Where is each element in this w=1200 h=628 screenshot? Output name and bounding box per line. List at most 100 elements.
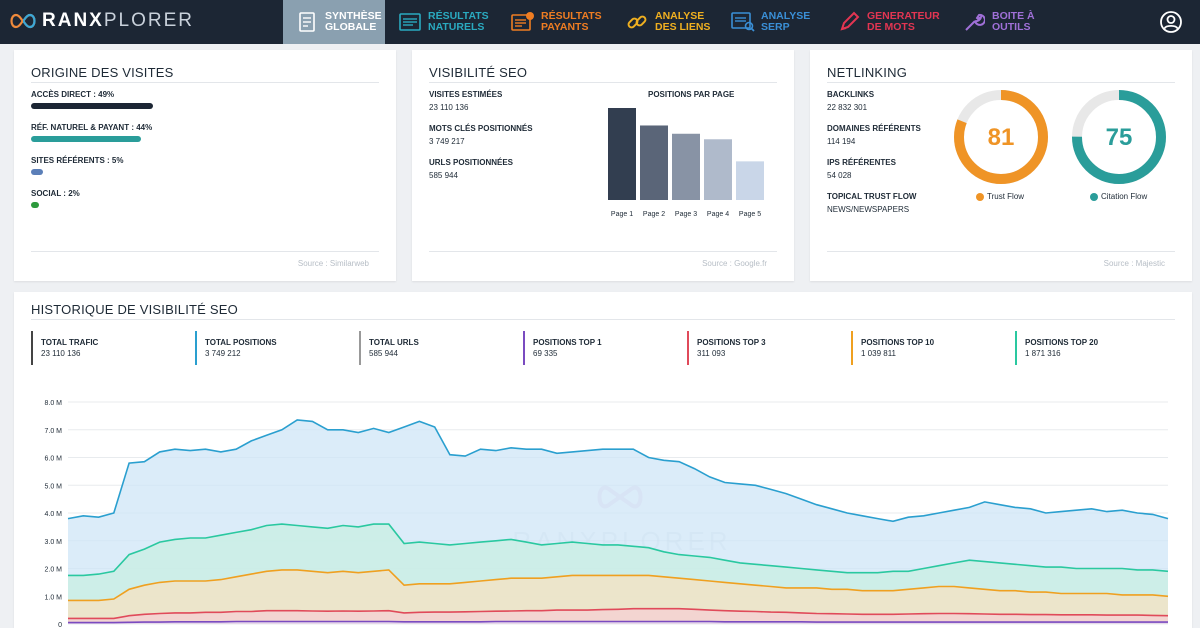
y-tick-label: 7.0 M	[44, 428, 62, 435]
stat-label: TOTAL POSITIONS	[205, 338, 277, 347]
origine-list: ACCÈS DIRECT : 49% RÉF. NATUREL & PAYANT…	[31, 90, 231, 222]
nav-label: RÉSULTATS NATURELS	[428, 10, 489, 33]
nav-analyse-serp[interactable]: ANALYSE SERP	[731, 0, 810, 44]
bar-label: Page 5	[739, 211, 761, 218]
bar-1	[608, 108, 636, 200]
user-account-icon[interactable]	[1160, 11, 1182, 33]
stat-label: POSITIONS TOP 20	[1025, 338, 1099, 347]
stat-label: POSITIONS TOP 10	[861, 338, 935, 347]
stat-value: 585 944	[369, 349, 398, 358]
nav-generateur-mots[interactable]: GENERATEUR DE MOTS	[837, 0, 940, 44]
stat-value: 311 093	[697, 349, 726, 358]
y-tick-label: 1.0 M	[44, 594, 62, 601]
series-line-4	[68, 620, 1168, 624]
series-area-3	[68, 608, 1168, 624]
origine-label: RÉF. NATUREL & PAYANT : 44%	[31, 123, 153, 132]
stat-value: 69 335	[533, 349, 558, 358]
series-line-1	[68, 523, 1169, 577]
origine-bar	[31, 202, 39, 208]
visibilite-seo-card: VISIBILITÉ SEO VISITES ESTIMÉES 23 110 1…	[412, 50, 794, 281]
gauge-arc	[1072, 90, 1166, 184]
origine-item: ACCÈS DIRECT : 49%	[31, 90, 231, 109]
stat-label: IPS RÉFÉRENTES	[827, 158, 896, 167]
stat-positions-top10: POSITIONS TOP 10 1 039 811	[851, 331, 934, 365]
card-title: NETLINKING	[827, 65, 908, 80]
bar-2	[640, 125, 668, 200]
chart-title: POSITIONS PAR PAGE	[648, 90, 735, 99]
stat-label: TOTAL TRAFIC	[41, 338, 99, 347]
stat-value: NEWS/NEWSPAPERS	[827, 205, 910, 214]
stat-value: 3 749 212	[205, 349, 241, 358]
origine-bar	[31, 169, 44, 175]
source-note: Source : Google.fr	[702, 259, 767, 268]
card-title: HISTORIQUE DE VISIBILITÉ SEO	[31, 302, 238, 317]
divider	[429, 251, 777, 252]
stat-label: TOTAL URLS	[369, 338, 419, 347]
gauge-value: 75	[1106, 124, 1133, 151]
bar-3	[672, 133, 700, 200]
origine-label: ACCÈS DIRECT : 49%	[31, 90, 115, 99]
card-title: ORIGINE DES VISITES	[31, 65, 174, 80]
stat-positions-top3: POSITIONS TOP 3 311 093	[687, 331, 766, 365]
nav-label: GENERATEUR DE MOTS	[867, 10, 940, 33]
y-tick-label: 6.0 M	[44, 456, 62, 463]
nav-analyse-liens[interactable]: ANALYSE DES LIENS	[625, 0, 710, 44]
stat-value: 1 039 811	[861, 349, 896, 358]
nav-synthese-globale[interactable]: SYNTHÈSE GLOBALE	[283, 0, 385, 44]
origine-bar	[31, 103, 153, 109]
pen-icon	[837, 10, 861, 34]
origine-visites-card: ORIGINE DES VISITES ACCÈS DIRECT : 49% R…	[14, 50, 396, 281]
stat-total-urls: TOTAL URLS 585 944	[359, 331, 419, 365]
wrench-icon	[962, 10, 986, 34]
citation-flow-legend: Citation Flow	[1090, 192, 1147, 201]
stat-value: 585 944	[429, 171, 458, 180]
stat-value: 23 110 136	[429, 103, 469, 112]
divider	[31, 82, 379, 83]
y-tick-label: 2.0 M	[44, 567, 62, 574]
bar-label: Page 1	[611, 211, 633, 218]
stat-total-trafic: TOTAL TRAFIC 23 110 136	[31, 331, 98, 365]
y-tick-label: 3.0 M	[44, 539, 62, 546]
source-note: Source : Majestic	[1103, 259, 1165, 268]
gauge-value: 81	[988, 124, 1015, 151]
nav-resultats-naturels[interactable]: RÉSULTATS NATURELS	[398, 0, 489, 44]
origine-item: RÉF. NATUREL & PAYANT : 44%	[31, 123, 231, 142]
nav-label: ANALYSE DES LIENS	[655, 10, 711, 33]
bar-label: Page 2	[643, 211, 665, 218]
stat-value: 23 110 136	[41, 349, 81, 358]
bar-label: Page 4	[707, 211, 729, 218]
netlinking-stats: BACKLINKS 22 832 301 DOMAINES RÉFÉRENTS …	[827, 90, 921, 226]
source-note: Source : Similarweb	[297, 259, 369, 268]
gauge-arc	[954, 90, 1048, 184]
stat-value: 1 871 316	[1025, 349, 1061, 358]
divider	[827, 251, 1175, 252]
stat-label: DOMAINES RÉFÉRENTS	[827, 124, 921, 133]
stat-label: MOTS CLÉS POSITIONNÉS	[429, 124, 533, 133]
series-line-0	[67, 419, 1169, 523]
legend-dot	[976, 192, 984, 201]
y-tick-label: 5.0 M	[44, 483, 62, 490]
stat-value: 54 028	[827, 171, 852, 180]
trust-flow-gauge: 81	[954, 90, 1048, 184]
stat-item: MOTS CLÉS POSITIONNÉS 3 749 217	[429, 124, 533, 146]
paid-list-icon	[511, 10, 535, 34]
series-line-3	[68, 607, 1169, 620]
y-tick-label: 8.0 M	[44, 400, 62, 407]
origine-item: SOCIAL : 2%	[31, 189, 231, 208]
top-navbar: RANXPLORER SYNTHÈSE GLOBALE RÉSULTATS NA…	[0, 0, 1200, 44]
netlinking-card: NETLINKING BACKLINKS 22 832 301 DOMAINES…	[810, 50, 1192, 281]
divider	[827, 82, 1175, 83]
nav-boite-outils[interactable]: BOITE À OUTILS	[962, 0, 1035, 44]
infinity-icon	[10, 13, 36, 29]
brand-logo[interactable]: RANXPLORER	[8, 10, 194, 32]
bar-label: Page 3	[675, 211, 697, 218]
bar-5	[736, 161, 764, 200]
origine-label: SITES RÉFÉRENTS : 5%	[31, 156, 124, 165]
nav-resultats-payants[interactable]: RÉSULTATS PAYANTS	[511, 0, 602, 44]
visibilite-history-chart: 0 1.0 M 2.0 M 3.0 M 4.0 M 5.0 M 6.0 M 7.0 M 8.0 …	[44, 400, 1169, 628]
legend-label: Trust Flow	[987, 192, 1025, 201]
brand-name: RANXPLORER	[42, 10, 194, 31]
trust-flow-legend: Trust Flow	[976, 192, 1024, 201]
stat-item: BACKLINKS 22 832 301	[827, 90, 921, 112]
stat-item: DOMAINES RÉFÉRENTS 114 194	[827, 124, 921, 146]
